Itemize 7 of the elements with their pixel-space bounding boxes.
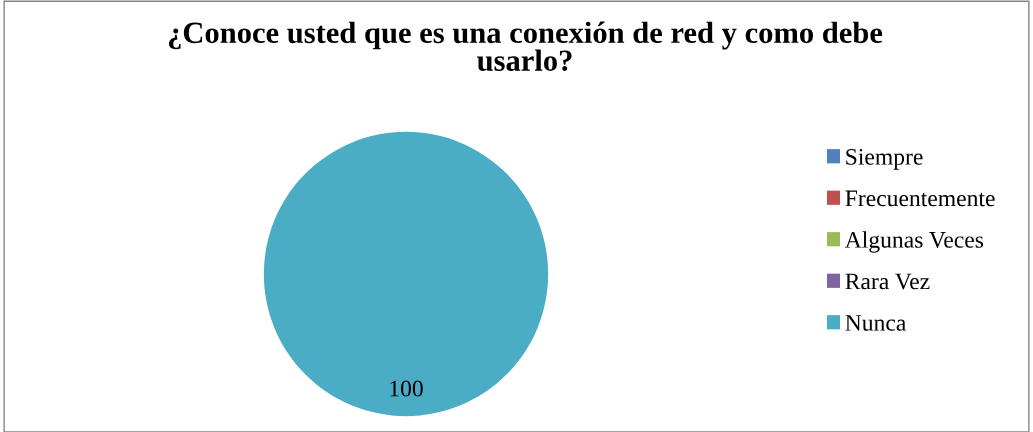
legend-label: Algunas Veces [844,231,984,253]
chart-title: ¿Conoce usted que es una conexión de red y como debe usarlo? [168,21,883,72]
legend-label: Rara Vez [845,273,930,290]
legend-label: Siempre [846,148,923,170]
legend-label: Frecuentemente [845,190,995,207]
data-label: 100 [390,380,423,397]
legend-label: Nunca [845,315,906,331]
